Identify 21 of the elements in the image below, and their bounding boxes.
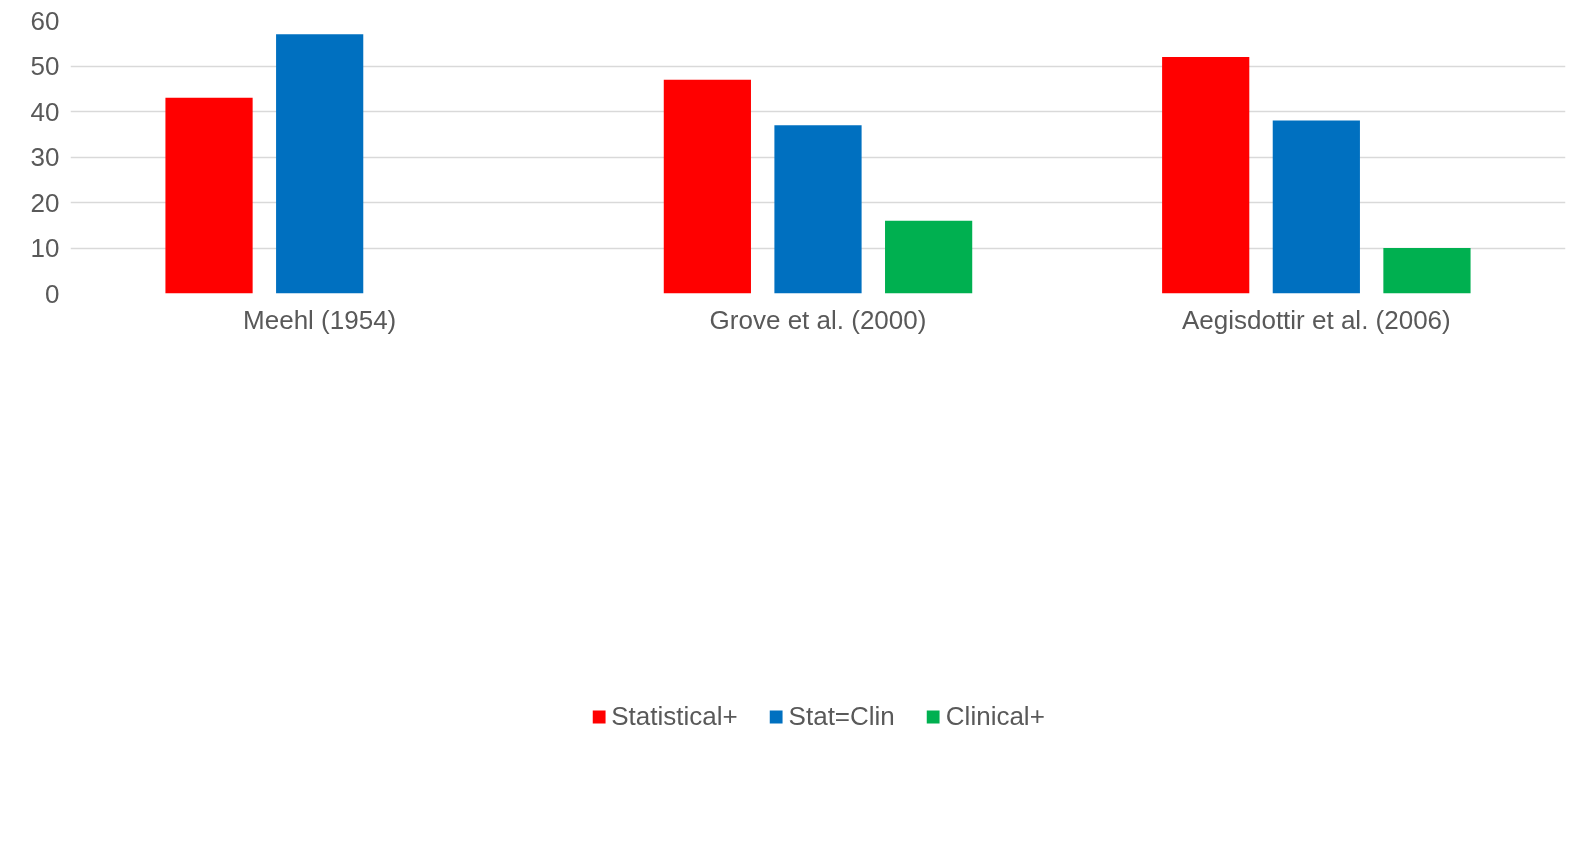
x-tick-label: Grove et al. (2000) (709, 304, 927, 335)
y-tick-label: 10 (30, 233, 60, 263)
y-tick-label: 60 (30, 5, 60, 36)
x-tick-label: Meehl (1954) (243, 304, 397, 335)
bar (885, 220, 973, 294)
bar (774, 125, 862, 294)
bar (165, 97, 253, 294)
x-tick-label: Aegisdottir et al. (2006) (1181, 304, 1451, 335)
bar (663, 79, 751, 294)
legend-label: Clinical+ (945, 700, 1045, 732)
y-tick-label: 40 (30, 96, 60, 127)
legend-label: Statistical+ (611, 700, 738, 732)
y-tick-label: 50 (30, 51, 60, 81)
bar (1383, 248, 1471, 294)
y-tick-label: 30 (30, 142, 60, 172)
bar (276, 34, 364, 294)
y-tick-label: 0 (45, 278, 60, 309)
legend-label: Stat=Clin (788, 700, 895, 732)
bar (1162, 56, 1250, 294)
bar (1272, 120, 1360, 294)
y-tick-label: 20 (30, 187, 60, 218)
